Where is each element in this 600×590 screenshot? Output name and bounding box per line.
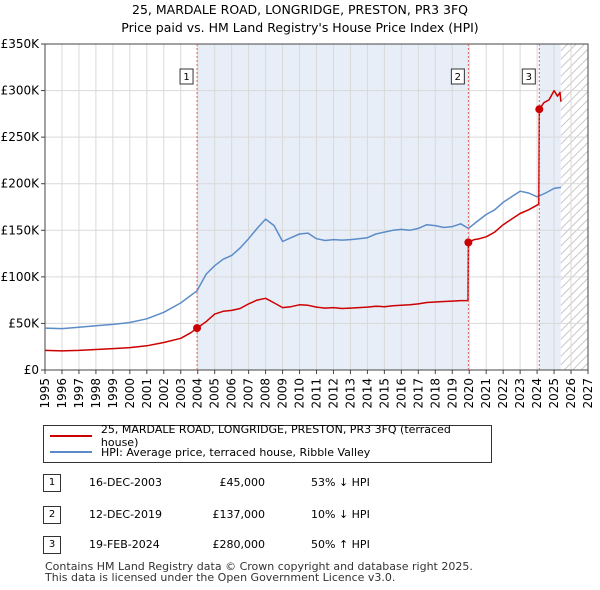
footer-licence: This data is licensed under the Open Gov…: [45, 571, 396, 584]
x-tick-label: 2009: [276, 378, 290, 409]
y-tick-label: £300K: [1, 84, 41, 98]
x-tick-label: 1999: [106, 378, 120, 409]
x-tick-label: 2021: [479, 378, 493, 409]
sale-hpi-change: 50% ↑ HPI: [311, 538, 370, 551]
sale-price: £280,000: [212, 538, 266, 551]
x-tick-label: 2019: [445, 378, 459, 409]
sale-price: £137,000: [212, 508, 266, 521]
sale-number-badge: 2: [43, 506, 61, 524]
y-tick-label: £50K: [8, 316, 40, 330]
sale-row: 1 16-DEC-2003 £45,000 53% ↓ HPI: [43, 474, 443, 492]
sale-number-badge: 3: [43, 536, 61, 554]
x-tick-label: 2007: [242, 378, 256, 409]
x-tick-label: 2025: [547, 378, 561, 409]
shaded-period: [539, 44, 561, 370]
legend-swatch-blue: [50, 451, 92, 453]
chart-subtitle: Price paid vs. HM Land Registry's House …: [121, 20, 479, 35]
y-tick-label: £250K: [1, 130, 41, 144]
sale-marker-badge: [521, 68, 536, 85]
x-tick-label: 2003: [174, 378, 188, 409]
legend-swatch-red: [50, 435, 92, 437]
y-tick-label: £0: [24, 363, 39, 377]
legend-label-hpi: HPI: Average price, terraced house, Ribb…: [101, 445, 371, 459]
x-tick-label: 2014: [360, 378, 374, 409]
x-tick-label: 1995: [38, 378, 52, 409]
x-tick-label: 1997: [72, 378, 86, 409]
x-tick-label: 2010: [293, 378, 307, 409]
sale-hpi-change: 53% ↓ HPI: [311, 476, 370, 489]
sale-point: [464, 238, 473, 247]
x-tick-label: 2006: [225, 378, 239, 409]
y-tick-label: £350K: [1, 37, 41, 51]
footer: Contains HM Land Registry data © Crown c…: [45, 561, 473, 583]
x-tick-label: 1998: [89, 378, 103, 409]
x-tick-label: 2017: [411, 378, 425, 409]
legend-label-property: 25, MARDALE ROAD, LONGRIDGE, PRESTON, PR…: [100, 423, 451, 449]
chart-title: 25, MARDALE ROAD, LONGRIDGE, PRESTON, PR…: [132, 2, 468, 17]
sale-marker-label: 3: [526, 72, 532, 83]
sale-point: [535, 105, 544, 114]
hpi-line: [44, 186, 562, 330]
y-tick-label: £150K: [1, 223, 41, 237]
x-tick-label: 2026: [564, 378, 578, 409]
sale-point: [193, 324, 202, 333]
legend-item-hpi: HPI: Average price, terraced house, Ribb…: [50, 444, 370, 460]
sale-hpi-change: 10% ↓ HPI: [311, 508, 370, 521]
sale-date: 16-DEC-2003: [89, 476, 163, 489]
sale-marker-label: 1: [183, 72, 189, 83]
x-tick-label: 2012: [326, 378, 340, 409]
sale-price: £45,000: [219, 476, 266, 489]
sale-date: 12-DEC-2019: [89, 508, 163, 521]
legend: 25, MARDALE ROAD, LONGRIDGE, PRESTON, PR…: [43, 423, 492, 463]
sale-marker-badge: [450, 68, 465, 85]
footer-copyright: Contains HM Land Registry data © Crown c…: [45, 560, 473, 573]
x-tick-label: 2008: [259, 378, 273, 409]
y-tick-label: £200K: [1, 177, 41, 191]
x-tick-label: 2015: [377, 378, 391, 409]
legend-item-property: 25, MARDALE ROAD, LONGRIDGE, PRESTON, PR…: [50, 423, 491, 449]
x-tick-label: 2002: [157, 378, 171, 409]
shaded-period: [197, 44, 469, 370]
sale-row: 3 19-FEB-2024 £280,000 50% ↑ HPI: [43, 536, 443, 554]
sale-date: 19-FEB-2024: [89, 538, 160, 551]
y-tick-label: £100K: [1, 270, 41, 284]
x-tick-label: 2004: [191, 378, 205, 409]
x-tick-label: 2022: [496, 378, 510, 409]
sale-marker-badge: [179, 68, 194, 85]
x-tick-label: 2013: [343, 378, 357, 409]
x-tick-label: 2020: [462, 378, 476, 409]
forecast-hatch: [560, 44, 588, 370]
x-tick-label: 2018: [428, 378, 442, 409]
sale-row: 2 12-DEC-2019 £137,000 10% ↓ HPI: [43, 506, 443, 524]
sale-number-badge: 1: [43, 474, 61, 492]
x-tick-label: 2027: [581, 378, 595, 409]
price-chart: £0 £50K £100K £150K £200K £250K £300K £350K 1995…: [1, 37, 595, 409]
x-tick-label: 2023: [513, 378, 527, 409]
x-tick-label: 1996: [55, 378, 69, 409]
x-tick-label: 2016: [394, 378, 408, 409]
sale-marker-label: 2: [455, 72, 461, 83]
x-tick-label: 2005: [208, 378, 222, 409]
x-tick-label: 2000: [123, 378, 137, 409]
x-tick-label: 2011: [310, 378, 324, 409]
x-tick-label: 2001: [140, 378, 154, 409]
x-tick-label: 2024: [530, 378, 544, 409]
